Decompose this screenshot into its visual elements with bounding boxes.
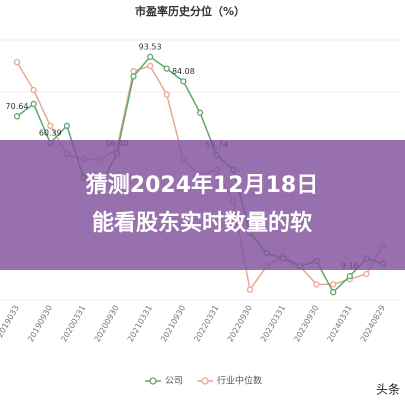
data-label: 70.64 bbox=[6, 102, 29, 111]
data-point bbox=[13, 58, 21, 66]
data-point bbox=[180, 78, 187, 85]
overlay-band bbox=[0, 140, 405, 270]
data-point bbox=[30, 100, 37, 108]
data-point bbox=[163, 91, 170, 98]
data-point bbox=[346, 273, 353, 280]
data-point bbox=[47, 122, 54, 129]
legend-marker bbox=[201, 377, 209, 385]
overlay-text: 能看股东实时数量的软 bbox=[92, 210, 312, 236]
data-point bbox=[63, 122, 71, 129]
data-point bbox=[130, 73, 137, 80]
legend-label: 公司 bbox=[165, 376, 183, 387]
data-point bbox=[313, 281, 320, 288]
data-point bbox=[246, 286, 254, 293]
data-point bbox=[330, 289, 337, 296]
data-point bbox=[13, 113, 21, 120]
data-label: 84.08 bbox=[172, 67, 195, 76]
overlay-text: 猜测2024年12月18日 bbox=[85, 172, 318, 198]
data-point bbox=[30, 86, 37, 94]
data-point bbox=[146, 53, 154, 60]
data-point bbox=[146, 62, 154, 70]
watermark: 头条 bbox=[376, 383, 400, 397]
legend-label: 行业中位数 bbox=[217, 375, 262, 387]
data-label: 93.53 bbox=[139, 42, 162, 51]
data-point bbox=[196, 109, 204, 116]
data-point bbox=[130, 68, 137, 75]
data-point bbox=[330, 281, 337, 288]
chart-title: 市盈率历史分位（%） bbox=[135, 4, 245, 18]
data-point bbox=[163, 65, 170, 72]
legend-marker bbox=[149, 377, 157, 385]
data-point bbox=[363, 270, 370, 278]
data-label: 60.39 bbox=[39, 128, 62, 137]
